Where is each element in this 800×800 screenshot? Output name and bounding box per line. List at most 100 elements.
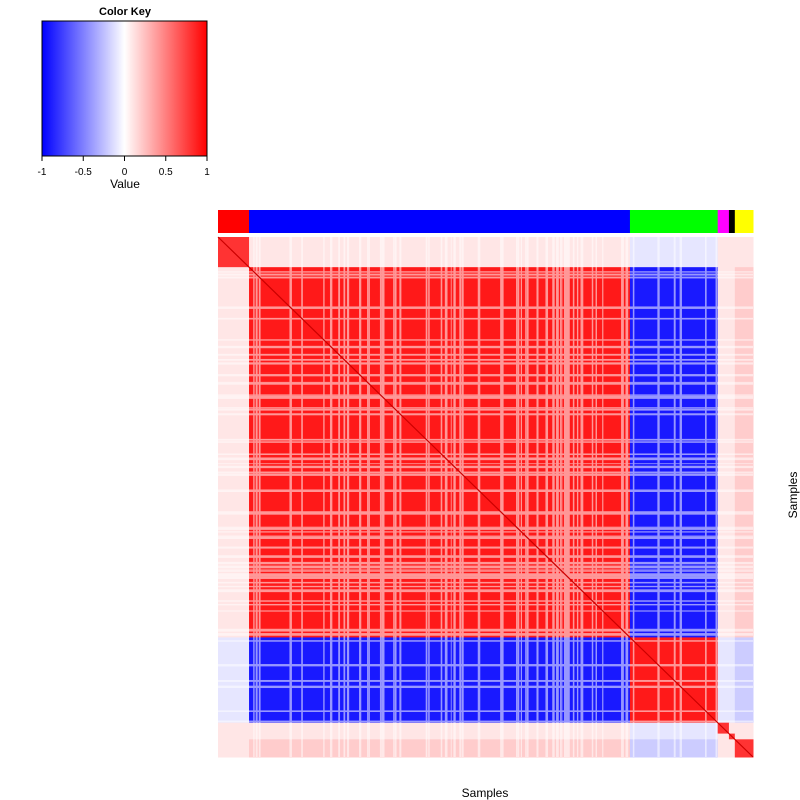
- sample-stripe-col: [445, 237, 448, 757]
- sample-stripe-row: [218, 600, 753, 602]
- sample-stripe-row: [218, 561, 753, 564]
- sample-stripe-row: [218, 395, 753, 399]
- sample-stripe-row: [218, 546, 753, 549]
- sample-stripe-row: [218, 408, 753, 411]
- sample-stripe-col: [673, 237, 676, 757]
- sample-stripe-col: [461, 237, 464, 757]
- sample-stripe-col: [621, 237, 624, 757]
- heatmap-cell: [717, 267, 730, 638]
- sample-stripe-col: [556, 237, 559, 757]
- sample-stripe-col: [323, 237, 325, 757]
- heatmap-cell: [249, 722, 631, 735]
- sample-stripe-row: [218, 473, 753, 476]
- sample-stripe-row: [218, 585, 753, 588]
- heatmap-cell: [728, 237, 736, 268]
- sample-stripe-row: [218, 489, 753, 492]
- sample-stripe-col: [576, 237, 579, 757]
- color-key-ticks: -1 -0.5 0 0.5 1: [38, 156, 210, 178]
- sample-stripe-col: [566, 237, 568, 757]
- heatmap-cell: [734, 733, 754, 740]
- sample-stripe-col: [440, 237, 443, 757]
- sample-stripe-col: [595, 237, 597, 757]
- sample-stripe-col: [338, 237, 341, 757]
- sample-stripe-row: [218, 273, 753, 276]
- heatmap-cell: [728, 739, 736, 758]
- sample-stripe-row: [218, 573, 753, 575]
- sample-stripe-col: [715, 237, 718, 757]
- heatmap-cell: [717, 739, 730, 758]
- sample-stripe-col: [525, 237, 527, 757]
- sample-stripe-col: [258, 237, 261, 757]
- sample-stripe-row: [218, 397, 753, 399]
- sample-stripe-col: [393, 237, 394, 757]
- sample-stripe-row: [218, 407, 753, 408]
- sample-stripe-row: [218, 271, 753, 273]
- heatmap-cell: [717, 237, 730, 268]
- color-key-gradient: [41, 20, 208, 157]
- color-key-label: Value: [110, 177, 140, 191]
- sample-stripe-row: [218, 382, 753, 385]
- sample-stripe-row: [218, 317, 753, 320]
- sample-stripe-col: [253, 237, 255, 757]
- sample-stripe-col: [568, 237, 570, 757]
- sample-stripe-row: [218, 575, 753, 577]
- sample-stripe-row: [218, 685, 753, 689]
- sample-stripe-row: [218, 569, 753, 571]
- sample-stripe-col: [552, 237, 555, 757]
- sample-stripe-col: [536, 237, 539, 757]
- sample-stripe-row: [218, 457, 753, 459]
- sample-stripe-row: [218, 345, 753, 349]
- sample-stripe-col: [290, 237, 292, 757]
- sample-stripe-col: [394, 237, 397, 757]
- sample-stripe-col: [567, 237, 570, 757]
- sample-stripe-col: [428, 237, 430, 757]
- sample-stripe-col: [602, 237, 604, 757]
- sample-stripe-col: [501, 237, 504, 757]
- sample-stripe-row: [218, 720, 753, 723]
- sample-stripe-row: [218, 276, 753, 279]
- sample-stripe-col: [255, 237, 258, 757]
- sample-stripe-row: [218, 610, 753, 612]
- sample-stripe-col: [526, 237, 529, 757]
- color-key-title: Color Key: [99, 6, 152, 18]
- sample-stripe-col: [450, 237, 452, 757]
- sample-stripe-row: [218, 640, 753, 642]
- sample-stripe-col: [343, 237, 346, 757]
- sample-stripe-col: [301, 237, 303, 757]
- color-key-tick-label: 0.5: [159, 167, 173, 178]
- sample-stripe-row: [218, 374, 753, 377]
- side-color-group-2: [249, 210, 631, 233]
- color-key-tick-label: -0.5: [75, 167, 93, 178]
- sample-stripe-row: [218, 536, 753, 539]
- sample-stripe-col: [346, 237, 350, 757]
- sample-stripe-row: [218, 512, 753, 515]
- sample-stripe-col: [591, 237, 594, 757]
- sample-stripe-row: [218, 581, 753, 584]
- sample-stripe-row: [218, 664, 753, 667]
- heatmap-cell: [734, 237, 754, 268]
- side-color-group-3: [629, 210, 719, 233]
- side-color-group-4: [717, 210, 730, 233]
- sample-stripe-col: [657, 237, 660, 757]
- sample-stripe-col: [679, 237, 682, 757]
- heatmap-cell: [218, 722, 250, 735]
- x-axis-label: Samples: [462, 786, 509, 800]
- sample-stripe-col: [477, 237, 481, 757]
- sample-stripe-col: [329, 237, 333, 757]
- sample-stripe-col: [383, 237, 385, 757]
- sample-stripe-row: [218, 628, 753, 632]
- sample-stripe-row: [218, 555, 753, 558]
- sample-stripe-row: [218, 633, 753, 636]
- sample-stripes: [218, 237, 753, 757]
- sample-stripe-row: [218, 362, 753, 365]
- heatmap-cell: [218, 733, 250, 740]
- sample-stripe-row: [218, 577, 753, 579]
- sample-stripe-row: [218, 413, 753, 416]
- sample-stripe-col: [368, 237, 370, 757]
- sample-stripe-row: [218, 576, 753, 579]
- sample-stripe-col: [459, 237, 462, 757]
- sample-stripe-row: [218, 565, 753, 569]
- color-key-tick-label: 0: [122, 167, 128, 178]
- side-color-group-1: [218, 210, 250, 233]
